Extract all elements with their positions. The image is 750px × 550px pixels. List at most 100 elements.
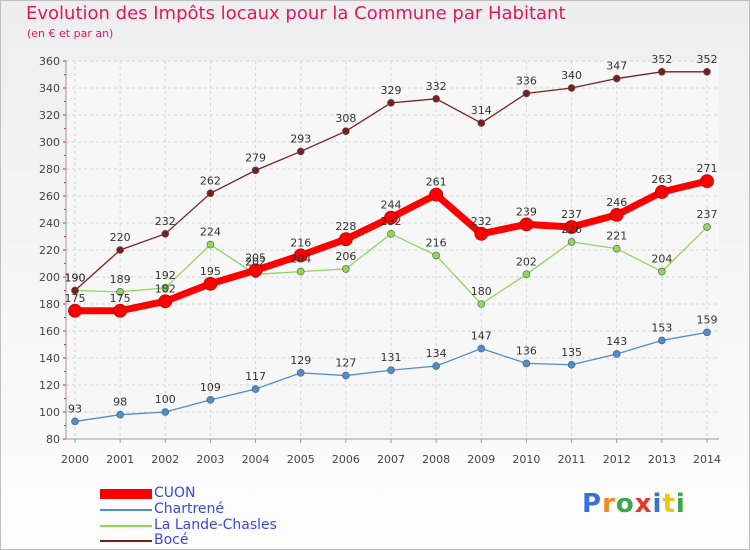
data-label-0: 239 [516,205,537,218]
series-point-2 [161,283,170,292]
series-point-1 [522,359,531,368]
series-point-3 [703,68,711,76]
series-point-0 [384,210,398,225]
series-point-0 [474,226,489,241]
series-point-2 [658,267,666,276]
series-point-2 [522,270,531,279]
data-label-1: 117 [245,370,266,383]
series-point-0 [609,207,624,222]
data-label-0: 237 [561,208,582,221]
series-point-2 [296,267,305,276]
y-tick-label: 320 [39,109,60,122]
data-label-2: 180 [471,285,492,298]
legend-label-chartrene: Chartrené [154,501,225,517]
data-label-3: 190 [65,272,86,285]
series-point-0 [338,232,353,247]
series-point-3 [522,89,531,98]
data-label-2: 224 [200,226,221,239]
series-point-0 [248,263,263,278]
x-tick-label: 2013 [648,453,676,466]
series-point-1 [342,371,350,380]
series-point-0 [203,276,218,291]
data-label-1: 129 [290,354,311,367]
data-label-0: 175 [65,292,86,305]
logo-letter: x [634,489,653,519]
data-label-0: 182 [155,282,176,295]
series-point-3 [71,286,79,295]
series-point-3 [432,95,440,103]
data-label-2: 190 [65,272,86,285]
grid-layer [66,60,719,440]
data-label-layer: 93 98 100 109 117 129 127 131 134 147 136 135 143 153… [65,53,718,416]
series-point-3 [116,246,124,254]
y-tick-label: 340 [39,82,60,95]
data-label-3: 329 [381,84,402,97]
data-label-2: 221 [606,230,627,243]
y-tick-label: 280 [39,163,60,176]
series-point-0 [113,303,128,318]
series-point-3 [612,74,621,83]
data-label-0: 175 [110,292,131,305]
y-tick-label: 360 [39,55,60,68]
data-label-2: 202 [516,255,537,268]
data-label-3: 279 [245,151,266,164]
series-point-2 [703,223,711,231]
data-label-2: 204 [290,253,311,266]
series-point-3 [342,127,350,135]
y-tick-label: 260 [39,190,60,203]
series-point-0 [700,174,714,189]
series-point-3 [567,84,576,92]
data-label-3: 314 [471,104,492,117]
logo-letter: i [652,489,663,519]
data-label-3: 262 [200,174,221,187]
logo-letter: t [662,489,676,519]
series-point-1 [116,410,124,419]
x-tick-label: 2008 [422,453,450,466]
data-label-2: 189 [110,273,131,286]
data-label-3: 336 [516,74,537,87]
data-label-2: 216 [426,236,447,249]
series-point-2 [477,300,486,308]
data-label-0: 216 [290,236,311,249]
series-point-3 [387,99,395,107]
x-tick-label: 2007 [377,453,405,466]
data-label-2: 237 [697,208,718,221]
x-tick-label: 2009 [467,453,495,466]
data-label-3: 340 [561,69,582,82]
logo-letter: o [615,489,635,519]
data-label-0: 205 [245,251,266,264]
series-point-1 [296,369,305,377]
axis-layer: 80 100 120 140 160 180 200 220 240 260 280 300 320 34… [39,55,721,466]
series-point-3 [206,189,215,198]
legend-swatch-la-lande-chasles [100,525,152,527]
x-tick-label: 2002 [151,453,179,466]
data-label-0: 195 [200,265,221,278]
data-label-1: 100 [155,393,176,406]
data-label-3: 220 [110,231,131,244]
series-point-2 [342,265,350,273]
x-tick-label: 2014 [693,453,721,466]
data-label-1: 93 [68,402,82,415]
x-tick-label: 2000 [61,453,89,466]
legend-swatch-cuon [100,489,152,499]
series-point-1 [658,336,666,345]
data-label-2: 204 [651,253,672,266]
series-point-0 [293,248,308,263]
data-label-0: 246 [606,196,627,209]
data-label-2: 192 [155,269,176,282]
data-label-1: 147 [471,330,492,343]
series-point-1 [432,362,440,370]
data-label-1: 136 [516,344,537,357]
data-label-1: 159 [697,313,718,326]
series-point-1 [477,344,486,353]
series-point-0 [68,303,82,318]
series-point-3 [296,147,305,156]
y-tick-label: 80 [46,433,60,446]
series-point-0 [158,294,173,309]
y-tick-label: 180 [39,298,60,311]
logo-letter: r [602,489,616,519]
legend-label-la-lande-chasles: La Lande-Chasles [154,517,277,533]
data-label-1: 131 [381,351,402,364]
data-label-2: 202 [245,255,266,268]
data-label-2: 232 [381,215,402,228]
